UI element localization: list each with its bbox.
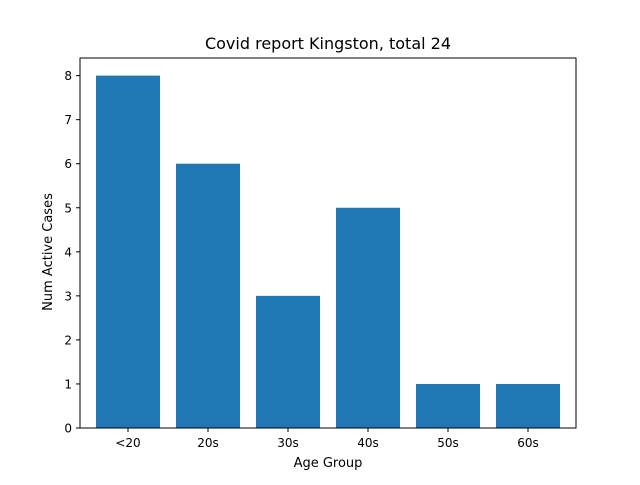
y-axis-label: Num Active Cases <box>41 193 56 311</box>
y-tick-label: 6 <box>64 157 72 171</box>
y-tick-label: 8 <box>64 69 72 83</box>
x-tick-label: 20s <box>197 436 219 450</box>
bars-group <box>96 75 560 428</box>
x-tick-label: 60s <box>517 436 539 450</box>
y-tick-label: 3 <box>64 289 72 303</box>
y-tick-label: 2 <box>64 333 72 347</box>
chart-title: Covid report Kingston, total 24 <box>205 34 451 53</box>
x-tick-label: <20 <box>115 436 140 450</box>
x-tick-label: 50s <box>437 436 459 450</box>
plot-frame <box>79 57 577 429</box>
y-tick-label: 0 <box>64 422 72 436</box>
x-axis-ticks: <20 20s 30s 40s 50s 60s <box>115 428 539 450</box>
bar-0 <box>96 75 160 428</box>
y-tick-label: 7 <box>64 113 72 127</box>
y-tick-label: 4 <box>64 245 72 259</box>
bar-4 <box>416 383 480 428</box>
y-tick-label: 5 <box>64 201 72 215</box>
x-tick-label: 40s <box>357 436 379 450</box>
bar-3 <box>336 207 400 428</box>
y-axis-ticks: 0 1 2 3 4 5 6 7 8 <box>64 69 80 436</box>
bar-2 <box>256 295 320 428</box>
bar-1 <box>176 163 240 428</box>
x-tick-label: 30s <box>277 436 299 450</box>
bar-5 <box>496 383 560 428</box>
x-axis-label: Age Group <box>294 456 363 471</box>
y-tick-label: 1 <box>64 377 72 391</box>
